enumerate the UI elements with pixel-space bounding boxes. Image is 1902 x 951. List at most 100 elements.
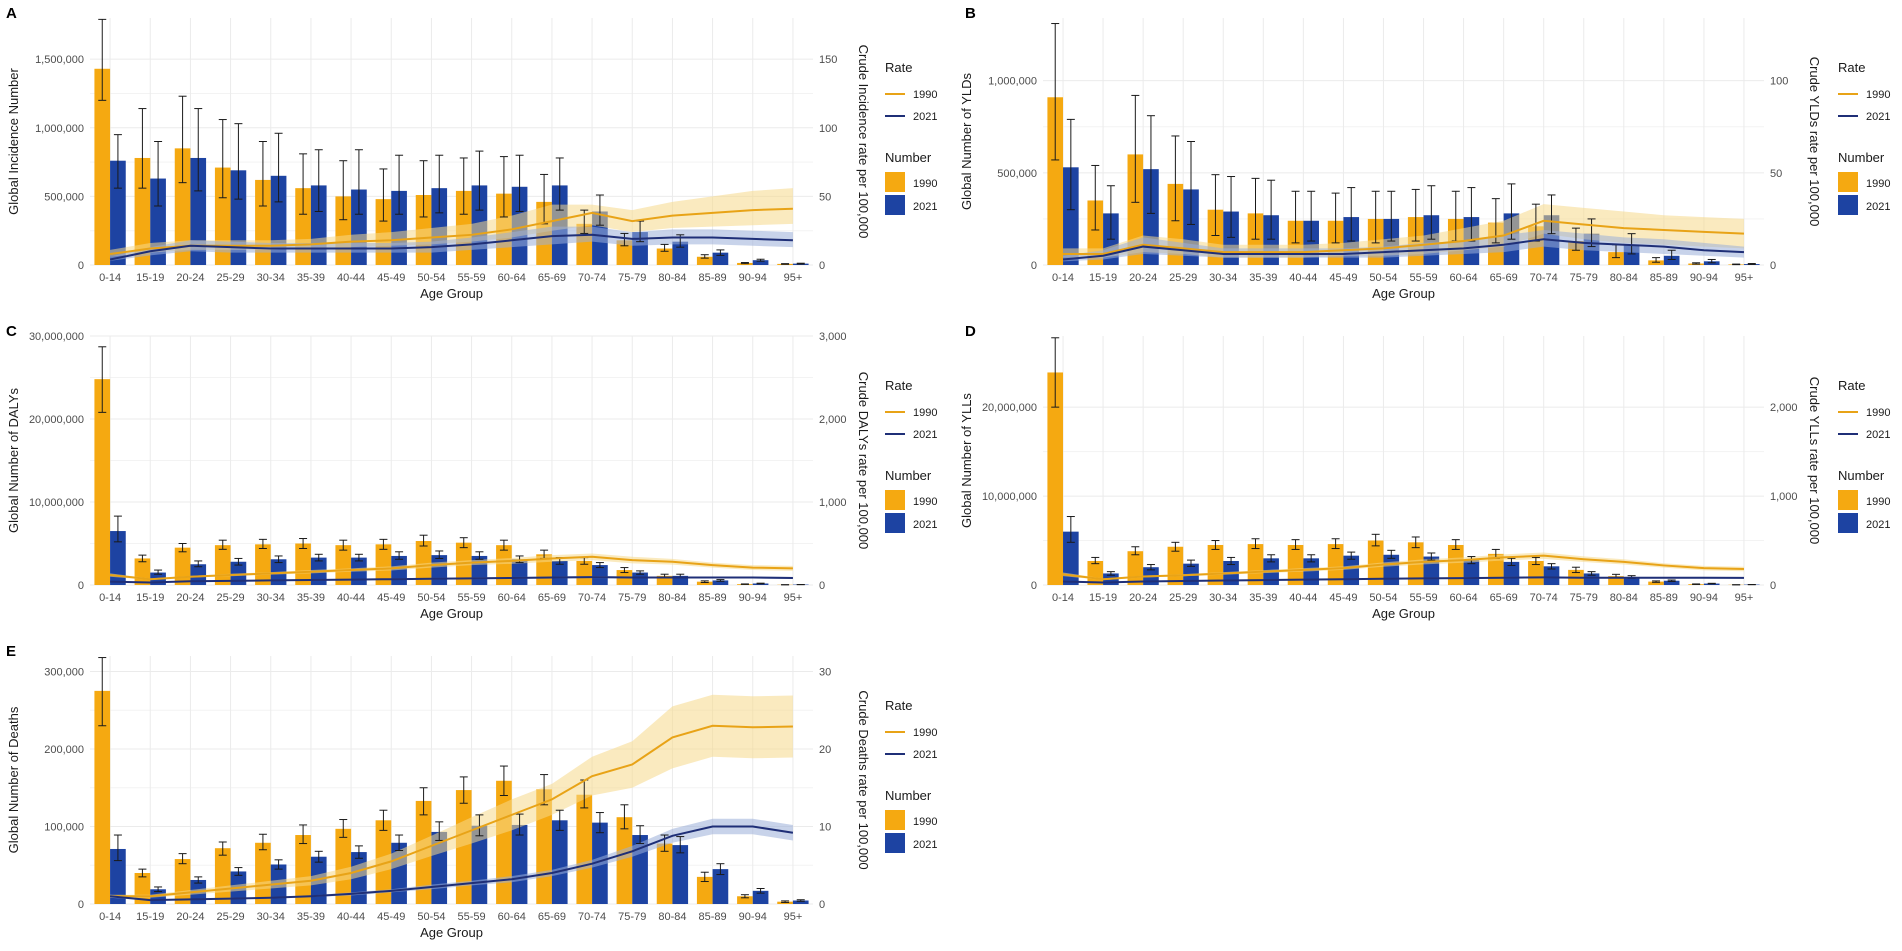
error-bar-2021-65-69 <box>555 157 564 211</box>
error-bar-1990-55-59 <box>459 537 468 549</box>
error-bar-1990-20-24 <box>1131 546 1140 556</box>
bar-1990-30-34 <box>255 544 271 585</box>
error-bar-2021-75-79 <box>636 570 645 575</box>
error-bar-1990-45-49 <box>379 168 388 222</box>
x-tick-label: 55-59 <box>458 592 486 604</box>
error-bar-2021-60-64 <box>515 154 524 212</box>
bar-1990-40-44 <box>335 545 352 585</box>
error-bar-2021-20-24 <box>194 876 203 884</box>
error-bar-2021-25-29 <box>234 557 243 566</box>
x-tick-label: 80-84 <box>658 272 686 284</box>
bar-2021-70-74 <box>592 565 608 585</box>
x-axis: 0-14 15-19 20-24 25-29 30-34 35-39 40-44 45-49 5… <box>99 272 802 284</box>
y-axis-right: 0 50 100 150 <box>819 54 837 272</box>
y-tick-label: 10,000,000 <box>982 491 1037 503</box>
x-tick-label: 60-64 <box>1450 592 1478 604</box>
legend-rate-1990-label: 1990 <box>913 89 937 101</box>
panel-b: 0 500,000 1,000,000 0 50 100 0-14 15-19 20-24 25-… <box>959 5 1890 301</box>
error-bar-2021-90-94 <box>1707 258 1716 264</box>
y-axis-title: Global Number of DALYs <box>6 388 21 533</box>
error-bar-2021-15-19 <box>154 141 163 207</box>
x-tick-label: 35-39 <box>297 592 325 604</box>
error-bar-1990-85-89 <box>700 871 709 883</box>
bar-1990-40-44 <box>1287 544 1304 585</box>
error-bar-2021-95+ <box>796 262 805 265</box>
error-bar-2021-65-69 <box>555 809 564 831</box>
error-bar-1990-85-89 <box>1652 580 1661 583</box>
x-axis-title: Age Group <box>420 606 483 621</box>
legend-number-2021-label: 2021 <box>1866 201 1890 213</box>
error-bar-1990-95+ <box>1732 263 1741 266</box>
bar-2021-60-64 <box>511 824 528 904</box>
x-tick-label: 35-39 <box>1249 592 1277 604</box>
bar-2021-0-14 <box>110 160 126 265</box>
error-bar-2021-45-49 <box>1347 187 1356 242</box>
legend-rate-title: Rate <box>1838 60 1865 75</box>
error-bar-2021-65-69 <box>1507 557 1516 566</box>
x-tick-label: 80-84 <box>1610 272 1638 284</box>
error-bar-1990-80-84 <box>660 834 669 852</box>
error-bar-1990-95+ <box>781 263 790 265</box>
error-bar-1990-25-29 <box>218 119 227 199</box>
error-bar-2021-50-54 <box>1387 190 1396 242</box>
x-tick-label: 20-24 <box>176 911 204 923</box>
bar-1990-25-29 <box>1167 546 1184 585</box>
rate-1990-line <box>110 724 793 898</box>
rate-1990-line <box>1062 554 1744 581</box>
error-bar-1990-35-39 <box>299 824 308 845</box>
x-tick-label: 30-34 <box>257 592 285 604</box>
bar-2021-65-69 <box>1503 561 1520 585</box>
bar-2021-80-84 <box>672 845 689 904</box>
error-bar-2021-75-79 <box>636 825 645 845</box>
error-bar-2021-45-49 <box>395 834 404 852</box>
error-bar-1990-20-24 <box>178 853 187 865</box>
y-tick-label: 10,000,000 <box>29 497 84 509</box>
error-bar-2021-25-29 <box>1187 141 1196 225</box>
y-axis-left: 0 500,000 1,000,000 1,500,000 <box>35 54 84 272</box>
y2-axis-title: Crude Incidence rate per 100,000 <box>856 45 871 239</box>
y2-axis-title: Crude YLDs rate per 100,000 <box>1807 57 1822 227</box>
legend-rate-2021-label: 2021 <box>1866 111 1890 123</box>
legend: Rate 1990 2021 Number 1990 2021 <box>1838 60 1890 215</box>
x-axis-title: Age Group <box>1372 606 1435 621</box>
x-tick-label: 55-59 <box>1409 272 1437 284</box>
bar-2021-75-79 <box>1583 573 1600 585</box>
bar-1990-60-64 <box>496 780 512 904</box>
x-tick-label: 15-19 <box>1089 592 1117 604</box>
x-tick-label: 65-69 <box>1490 592 1518 604</box>
rate-1990-line <box>1063 219 1745 255</box>
x-tick-label: 55-59 <box>1409 592 1437 604</box>
x-tick-label: 70-74 <box>1530 272 1558 284</box>
error-bar-2021-45-49 <box>1347 551 1356 560</box>
bar-1990-15-19 <box>134 157 151 265</box>
x-tick-label: 20-24 <box>176 272 204 284</box>
panel-label: E <box>6 643 16 660</box>
x-tick-label: 30-34 <box>1209 272 1237 284</box>
error-bar-2021-40-44 <box>354 845 363 859</box>
error-bar-2021-35-39 <box>1267 179 1276 240</box>
y2-axis-title: Crude YLLs rate per 100,000 <box>1807 377 1822 544</box>
error-bar-1990-75-79 <box>620 804 629 830</box>
bar-1990-80-84 <box>656 575 673 585</box>
error-bar-2021-20-24 <box>194 108 203 192</box>
x-tick-label: 80-84 <box>658 911 686 923</box>
y-tick-label: 0 <box>1031 580 1037 592</box>
error-bar-1990-90-94 <box>1692 583 1701 585</box>
bar-2021-85-89 <box>712 580 729 585</box>
x-tick-label: 20-24 <box>1129 592 1157 604</box>
y2-tick-label: 1,000 <box>819 497 847 509</box>
y2-tick-label: 50 <box>819 191 831 203</box>
legend-rate-1990-label: 1990 <box>1866 89 1890 101</box>
error-bar-2021-70-74 <box>595 812 604 834</box>
error-bar-1990-55-59 <box>1411 188 1420 242</box>
bar-1990-90-94 <box>737 896 753 904</box>
x-tick-label: 40-44 <box>337 911 365 923</box>
error-bar-1990-70-74 <box>1531 556 1540 566</box>
legend-rate-title: Rate <box>885 60 912 75</box>
bar-1990-40-44 <box>335 828 352 904</box>
bar-1990-85-89 <box>696 581 713 585</box>
bar-2021-0-14 <box>1063 167 1079 265</box>
x-tick-label: 15-19 <box>136 592 164 604</box>
error-bar-1990-30-34 <box>258 141 267 207</box>
error-bar-2021-80-84 <box>1627 233 1636 255</box>
